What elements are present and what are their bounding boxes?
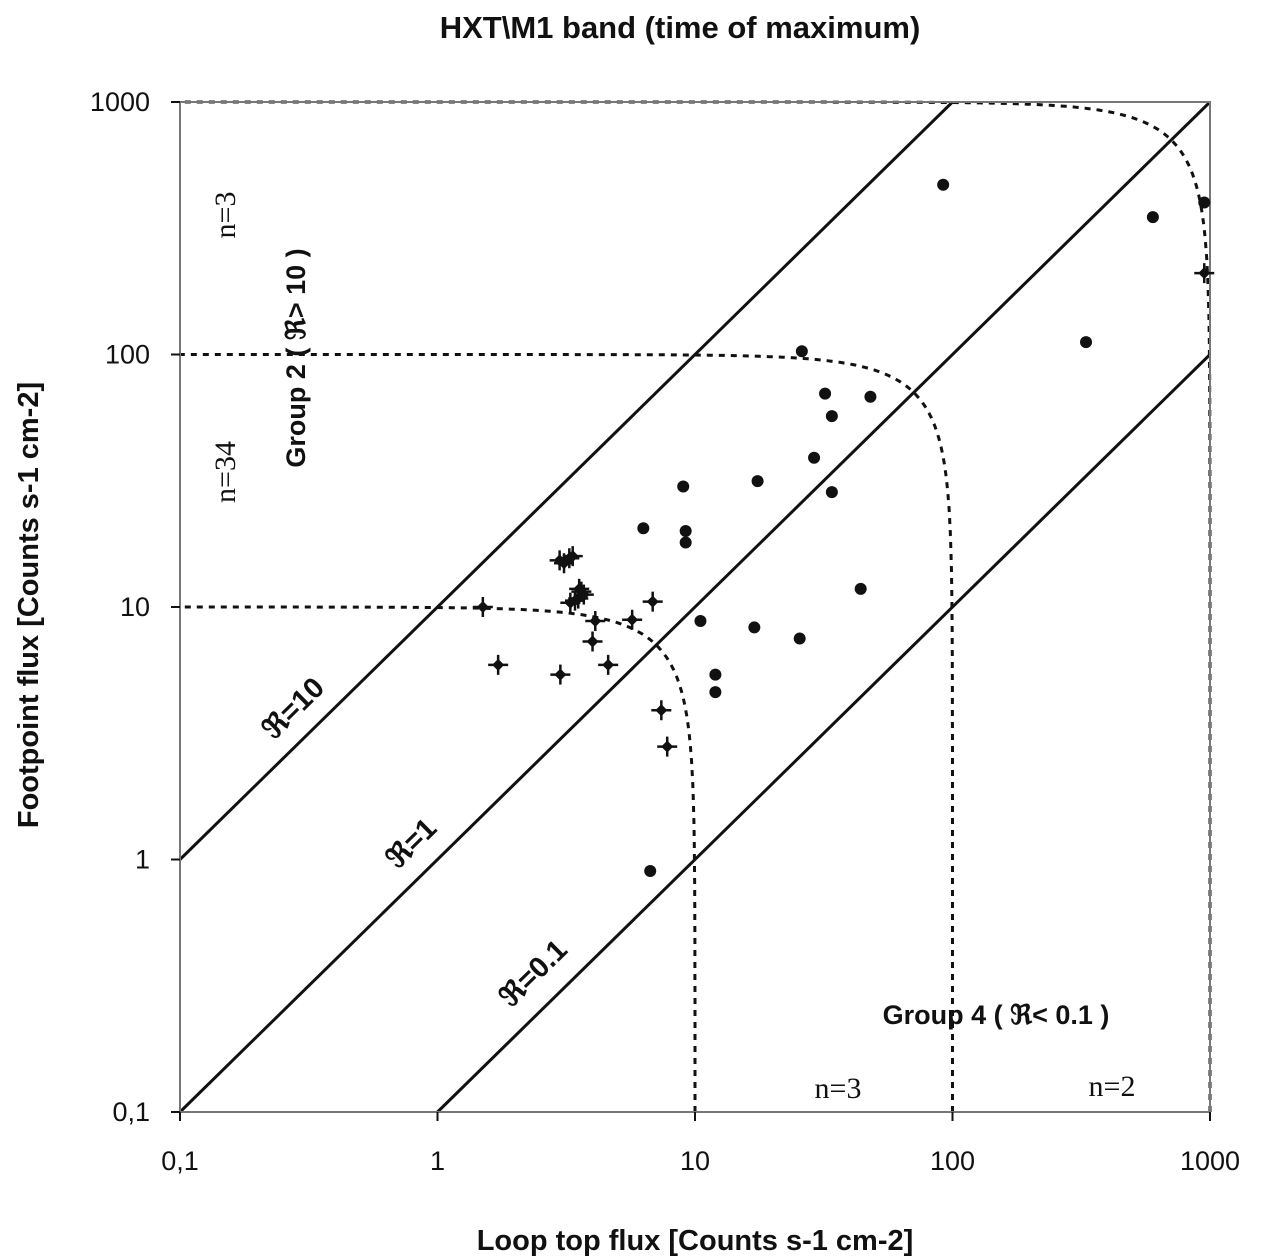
point-marker — [655, 704, 668, 717]
data-point — [864, 390, 877, 403]
group-4-label: Group 4 ( ℜ< 0.1 ) — [883, 1000, 1110, 1030]
y-axis-title: Footpoint flux [Counts s-1 cm-2] — [13, 382, 45, 828]
x-tick-label: 1 — [430, 1146, 445, 1176]
y-tick-label: 10 — [120, 592, 150, 622]
point-marker — [646, 595, 659, 608]
data-point — [598, 654, 619, 675]
data-point — [637, 522, 650, 535]
data-point — [709, 686, 722, 699]
data-point — [585, 611, 606, 632]
data-points — [472, 178, 1215, 878]
point-marker — [573, 582, 586, 595]
point-marker — [586, 635, 599, 648]
data-point — [550, 664, 571, 685]
axis-ticks: 0,1 1 10 100 1000 0,1 1 10 100 1000 — [90, 87, 1240, 1176]
data-point — [694, 615, 707, 628]
data-point — [1080, 336, 1093, 349]
data-point — [642, 591, 663, 612]
data-point — [1198, 196, 1211, 209]
data-point — [937, 178, 950, 191]
data-point — [793, 632, 806, 645]
data-point — [1194, 263, 1215, 284]
ratio-line — [178, 100, 954, 861]
data-point — [562, 546, 583, 567]
ratio-line-label-1: ℜ=1 — [380, 812, 443, 875]
ratio-line — [436, 353, 1212, 1114]
point-marker — [589, 615, 602, 628]
x-tick-label: 0,1 — [161, 1146, 199, 1176]
point-marker — [1198, 267, 1211, 280]
data-point — [651, 700, 672, 721]
data-point — [854, 582, 867, 595]
data-point — [709, 668, 722, 681]
x-tick-label: 10 — [680, 1146, 710, 1176]
ratio-line-label-0.1: ℜ=0.1 — [494, 934, 574, 1013]
count-label-n34: n=34 — [209, 441, 242, 503]
data-point — [795, 345, 808, 358]
y-tick-label: 0,1 — [112, 1097, 150, 1127]
ratio-lines — [178, 100, 1212, 1114]
x-tick-label: 1000 — [1180, 1146, 1240, 1176]
x-tick-label: 100 — [930, 1146, 975, 1176]
ratio-line — [178, 100, 1212, 1114]
count-label-n2: n=2 — [1089, 1070, 1136, 1103]
chart-title: HXT\M1 band (time of maximum) — [440, 10, 921, 45]
y-tick-label: 1000 — [90, 87, 150, 117]
point-marker — [554, 668, 567, 681]
x-axis-title: Loop top flux [Counts s-1 cm-2] — [477, 1225, 914, 1256]
data-point — [677, 480, 690, 493]
point-marker — [602, 658, 615, 671]
data-point — [582, 631, 603, 652]
data-point — [488, 654, 509, 675]
ratio-line-label-10: ℜ=10 — [257, 672, 331, 746]
point-marker — [492, 658, 505, 671]
data-point — [808, 451, 821, 464]
data-point — [569, 578, 590, 599]
data-point — [644, 865, 657, 878]
point-marker — [566, 550, 579, 563]
data-point — [657, 736, 678, 757]
point-marker — [476, 601, 489, 613]
data-point — [825, 486, 838, 499]
group-2-label: Group 2 ( ℜ> 10 ) — [281, 248, 311, 467]
data-point — [819, 387, 832, 400]
point-marker — [626, 613, 639, 626]
dashed-curve — [180, 605, 697, 1112]
data-point — [472, 597, 493, 617]
data-point — [1146, 211, 1159, 224]
y-tick-label: 1 — [135, 845, 150, 875]
data-point — [679, 536, 692, 549]
dashed-curves — [180, 100, 1212, 1112]
data-point — [679, 524, 692, 537]
data-point — [622, 609, 643, 630]
count-label-n3-bottom: n=3 — [815, 1072, 862, 1105]
point-marker — [661, 740, 674, 753]
data-point — [748, 621, 761, 634]
data-point — [825, 410, 838, 423]
y-tick-label: 100 — [105, 340, 150, 370]
data-point — [751, 475, 764, 488]
count-label-n3-left: n=3 — [209, 192, 242, 239]
